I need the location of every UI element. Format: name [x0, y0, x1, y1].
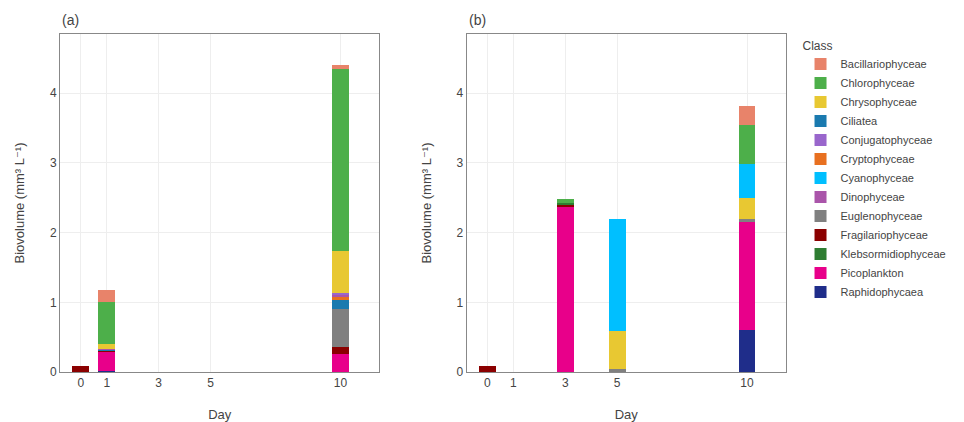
svg-text:5: 5: [207, 376, 214, 390]
svg-text:Chrysophyceae: Chrysophyceae: [841, 96, 917, 108]
svg-text:Ciliatea: Ciliatea: [841, 115, 879, 127]
svg-text:Biovolume (mm³ L⁻¹): Biovolume (mm³ L⁻¹): [12, 143, 27, 264]
svg-text:Chlorophyceae: Chlorophyceae: [841, 77, 915, 89]
svg-text:Klebsormidiophyceae: Klebsormidiophyceae: [841, 248, 946, 260]
svg-text:4: 4: [50, 86, 57, 100]
svg-text:1: 1: [456, 296, 463, 310]
svg-text:Cryptophyceae: Cryptophyceae: [841, 153, 915, 165]
svg-text:Picoplankton: Picoplankton: [841, 267, 904, 279]
svg-text:Raphidophycaea: Raphidophycaea: [841, 286, 924, 298]
svg-text:Fragilariophyceae: Fragilariophyceae: [841, 229, 928, 241]
svg-text:3: 3: [456, 156, 463, 170]
svg-text:1: 1: [103, 376, 110, 390]
svg-text:1: 1: [50, 296, 57, 310]
svg-text:2: 2: [456, 226, 463, 240]
svg-text:0: 0: [456, 365, 463, 379]
svg-text:0: 0: [50, 365, 57, 379]
svg-text:0: 0: [484, 376, 491, 390]
svg-text:Dinophyceae: Dinophyceae: [841, 191, 905, 203]
svg-text:3: 3: [155, 376, 162, 390]
svg-text:Biovolume (mm³ L⁻¹): Biovolume (mm³ L⁻¹): [419, 143, 434, 264]
svg-text:Cyanophyceae: Cyanophyceae: [841, 172, 914, 184]
svg-text:Euglenophyceae: Euglenophyceae: [841, 210, 923, 222]
svg-text:1: 1: [510, 376, 517, 390]
svg-text:0: 0: [77, 376, 84, 390]
svg-text:Day: Day: [208, 407, 232, 422]
svg-text:(b): (b): [469, 12, 486, 28]
svg-text:5: 5: [614, 376, 621, 390]
svg-text:2: 2: [50, 226, 57, 240]
svg-text:3: 3: [50, 156, 57, 170]
svg-text:3: 3: [562, 376, 569, 390]
svg-text:Day: Day: [615, 407, 639, 422]
svg-text:Conjugatophyceae: Conjugatophyceae: [841, 134, 933, 146]
svg-text:10: 10: [334, 376, 348, 390]
svg-text:4: 4: [456, 86, 463, 100]
svg-text:(a): (a): [62, 12, 79, 28]
svg-text:Class: Class: [803, 39, 833, 53]
svg-text:Bacillariophyceae: Bacillariophyceae: [841, 58, 927, 70]
svg-text:10: 10: [740, 376, 754, 390]
